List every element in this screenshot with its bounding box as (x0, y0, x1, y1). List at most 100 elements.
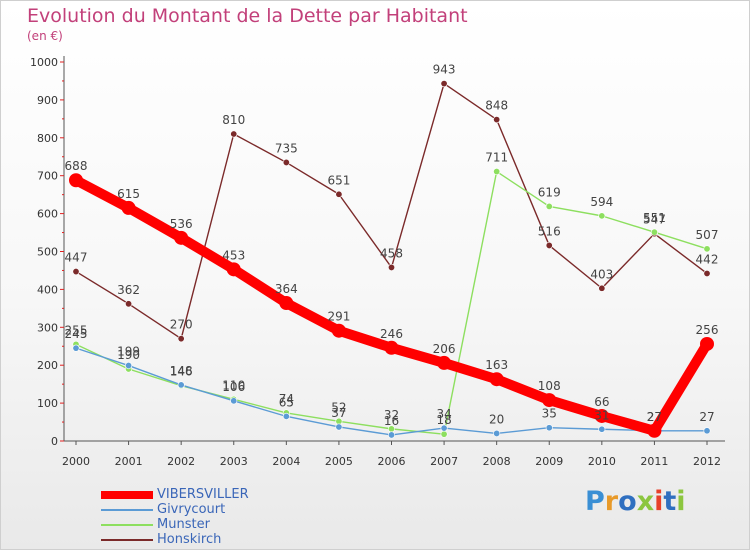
data-point-givrycourt (545, 424, 553, 432)
data-label-munster: 52 (331, 400, 346, 414)
data-point-vibersviller (226, 262, 241, 277)
data-point-munster (703, 245, 711, 253)
legend-label: VIBERSVILLER (157, 487, 249, 502)
data-label-givrycourt: 37 (331, 406, 346, 420)
x-tick-label: 2000 (62, 455, 90, 468)
y-tick-label: 100 (37, 397, 58, 410)
brand-letter: t (663, 486, 677, 517)
y-tick-label: 500 (37, 246, 58, 259)
data-label-vibersviller: 27 (647, 410, 662, 424)
data-label-givrycourt: 31 (594, 408, 609, 422)
data-label-honskirch: 362 (117, 283, 140, 297)
legend-label: Honskirch (157, 532, 222, 547)
y-tick-label: 300 (37, 321, 58, 334)
brand-letter: r (604, 486, 619, 517)
data-point-givrycourt (72, 344, 80, 352)
data-label-honskirch: 848 (485, 99, 508, 113)
data-label-munster: 110 (222, 378, 245, 392)
data-point-munster (493, 168, 501, 176)
data-label-munster: 619 (538, 185, 561, 199)
data-label-honskirch: 442 (696, 252, 719, 266)
data-label-givrycourt: 65 (279, 395, 294, 409)
data-point-honskirch (440, 80, 448, 88)
x-tick-label: 2003 (220, 455, 248, 468)
data-label-givrycourt: 35 (542, 407, 557, 421)
data-label-vibersviller: 108 (538, 379, 561, 393)
data-point-givrycourt (335, 423, 343, 431)
data-label-munster: 74 (279, 392, 294, 406)
data-point-givrycourt (125, 362, 133, 370)
series-line-munster (75, 170, 708, 435)
data-label-munster: 146 (170, 365, 193, 379)
data-label-givrycourt: 27 (647, 410, 662, 424)
data-label-vibersviller: 291 (327, 310, 350, 324)
data-point-munster (650, 228, 658, 236)
x-tick-label: 2004 (272, 455, 300, 468)
x-tick-label: 2009 (535, 455, 563, 468)
legend-item: VIBERSVILLER (101, 487, 361, 503)
legend-label: Givrycourt (157, 502, 226, 517)
data-point-vibersviller (279, 296, 294, 311)
x-tick-label: 2011 (640, 455, 668, 468)
x-tick-label: 2008 (483, 455, 511, 468)
x-tick-label: 2001 (115, 455, 143, 468)
data-label-honskirch: 516 (538, 224, 561, 238)
data-point-vibersviller (647, 423, 662, 438)
data-point-givrycourt (387, 431, 395, 439)
series-points (69, 80, 714, 439)
data-label-vibersviller: 615 (117, 187, 140, 201)
x-tick-label: 2002 (167, 455, 195, 468)
y-tick-label: 0 (51, 435, 58, 448)
data-label-givrycourt: 106 (222, 380, 245, 394)
x-tick-label: 2007 (430, 455, 458, 468)
y-tick-label: 1000 (30, 56, 58, 69)
data-label-munster: 551 (643, 211, 666, 225)
data-label-honskirch: 447 (65, 251, 88, 265)
data-label-givrycourt: 245 (65, 327, 88, 341)
data-point-vibersviller (542, 393, 557, 408)
data-point-munster (545, 202, 553, 210)
data-point-vibersviller (69, 173, 83, 188)
x-tick-label: 2006 (378, 455, 406, 468)
data-point-vibersviller (384, 340, 399, 355)
y-tick-label: 400 (37, 283, 58, 296)
y-tick-label: 600 (37, 208, 58, 221)
data-label-honskirch: 547 (643, 213, 666, 227)
data-point-honskirch (282, 158, 290, 166)
data-label-munster: 507 (696, 228, 719, 242)
data-label-givrycourt: 27 (699, 410, 714, 424)
y-tick-label: 200 (37, 359, 58, 372)
legend-item: Munster (101, 517, 361, 533)
data-label-givrycourt: 16 (384, 414, 399, 428)
y-tick-label: 900 (37, 94, 58, 107)
axes: 0 100 200 300 400 500 600 700 800 900 1000 2000 2001… (30, 56, 725, 468)
data-point-givrycourt (493, 429, 501, 437)
data-point-vibersviller (331, 323, 346, 338)
data-point-vibersviller (594, 408, 609, 423)
legend-swatch (101, 539, 153, 541)
chart-title: Evolution du Montant de la Dette par Hab… (27, 5, 468, 27)
data-point-givrycourt (598, 425, 606, 433)
data-label-vibersviller: 66 (594, 395, 609, 409)
x-tick-label: 2010 (588, 455, 616, 468)
data-point-givrycourt (230, 397, 238, 405)
data-point-honskirch (598, 284, 606, 292)
data-label-vibersviller: 246 (380, 327, 403, 341)
data-point-honskirch (387, 263, 395, 271)
data-label-honskirch: 735 (275, 141, 298, 155)
data-label-munster: 32 (384, 408, 399, 422)
data-label-munster: 190 (117, 348, 140, 362)
data-label-vibersviller: 256 (696, 323, 719, 337)
data-point-vibersviller (174, 230, 189, 245)
data-point-honskirch (335, 190, 343, 198)
data-point-honskirch (493, 116, 501, 124)
brand-letter: i (676, 486, 686, 517)
data-point-givrycourt (177, 381, 185, 389)
data-point-honskirch (703, 269, 711, 277)
brand-letter: P (585, 486, 605, 517)
data-point-honskirch (125, 300, 133, 308)
data-label-givrycourt: 199 (117, 345, 140, 359)
y-tick-label: 800 (37, 132, 58, 145)
